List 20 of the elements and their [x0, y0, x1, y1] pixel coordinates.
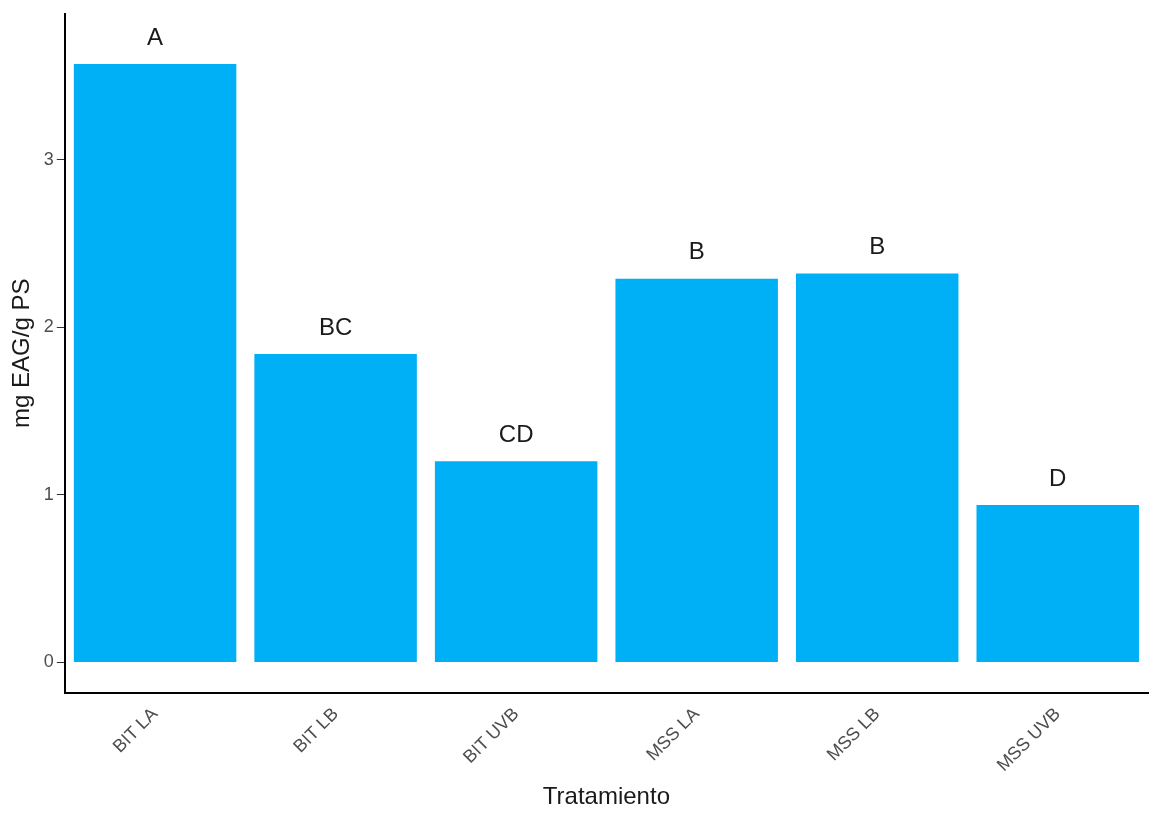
annotation: BC	[318, 312, 353, 340]
x-axis-title: Tratamiento	[542, 782, 670, 810]
y-tick-label: 1	[43, 483, 54, 504]
annotation: D	[1049, 463, 1067, 491]
annotation: B	[688, 237, 705, 265]
bar	[615, 278, 778, 662]
y-axis-title: mg EAG/g PS	[7, 278, 35, 428]
bar	[434, 461, 598, 662]
bar	[795, 273, 959, 662]
annotation: A	[147, 22, 164, 50]
x-tick-label: BIT LA	[108, 703, 162, 757]
x-tick-label: BIT LB	[289, 703, 342, 757]
y-tick-label: 3	[43, 148, 54, 169]
bar	[73, 64, 237, 662]
y-tick-label: 0	[43, 651, 54, 672]
annotation: CD	[498, 419, 534, 447]
bar	[976, 504, 1139, 662]
y-tick-label: 2	[43, 316, 54, 337]
bar	[254, 354, 417, 662]
annotation: B	[869, 232, 886, 260]
